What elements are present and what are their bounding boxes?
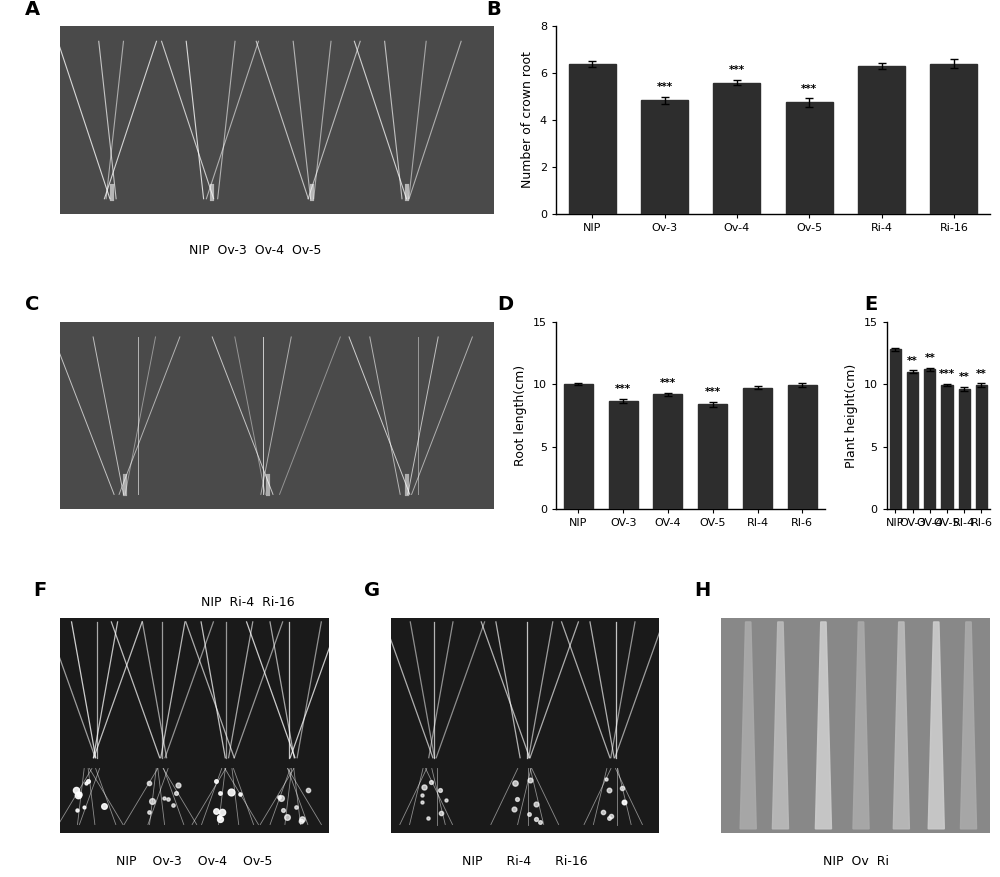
Text: **: ** — [976, 368, 987, 379]
Text: A: A — [25, 0, 40, 18]
Polygon shape — [928, 622, 944, 829]
Bar — [959, 389, 970, 510]
Bar — [653, 395, 682, 510]
Bar — [976, 385, 987, 510]
Text: D: D — [497, 296, 513, 315]
Text: NIP  Ri-4  Ri-16: NIP Ri-4 Ri-16 — [201, 595, 295, 609]
Polygon shape — [815, 622, 831, 829]
Text: ***: *** — [615, 384, 631, 394]
Y-axis label: Root length(cm): Root length(cm) — [514, 365, 527, 467]
Bar — [609, 401, 638, 510]
Bar — [713, 82, 760, 214]
Y-axis label: Number of crown root: Number of crown root — [521, 52, 534, 189]
Bar — [698, 404, 727, 510]
Polygon shape — [853, 622, 869, 829]
Text: ***: *** — [660, 378, 676, 388]
Bar — [941, 385, 953, 510]
Text: ***: *** — [656, 82, 673, 92]
Text: ***: *** — [801, 83, 817, 94]
Bar — [564, 384, 593, 510]
Polygon shape — [772, 622, 788, 829]
Text: ***: *** — [729, 65, 745, 75]
Bar — [743, 388, 772, 510]
Bar — [924, 369, 935, 510]
Bar — [788, 385, 817, 510]
Text: ***: *** — [705, 388, 721, 397]
Polygon shape — [740, 622, 756, 829]
Bar — [907, 372, 918, 510]
Bar — [641, 100, 688, 214]
Text: **: ** — [959, 372, 970, 382]
Text: ***: *** — [939, 369, 955, 379]
Y-axis label: Plant height(cm): Plant height(cm) — [845, 364, 858, 467]
Bar — [569, 64, 616, 214]
Text: NIP      Ri-4      Ri-16: NIP Ri-4 Ri-16 — [462, 855, 588, 868]
Text: F: F — [33, 581, 46, 601]
Text: NIP    Ov-3    Ov-4    Ov-5: NIP Ov-3 Ov-4 Ov-5 — [116, 855, 273, 868]
Text: **: ** — [924, 353, 935, 363]
Polygon shape — [960, 622, 977, 829]
Text: H: H — [694, 581, 711, 601]
Text: G: G — [364, 581, 380, 601]
Text: NIP  Ov-3  Ov-4  Ov-5: NIP Ov-3 Ov-4 Ov-5 — [189, 245, 321, 258]
Bar — [786, 103, 833, 214]
Text: NIP  Ov  Ri: NIP Ov Ri — [823, 855, 889, 868]
Text: C: C — [25, 296, 40, 315]
Polygon shape — [893, 622, 909, 829]
Text: B: B — [487, 0, 501, 18]
Bar — [890, 349, 901, 510]
Bar — [930, 64, 977, 214]
Bar — [858, 66, 905, 214]
Text: E: E — [864, 296, 877, 315]
Text: **: ** — [907, 356, 918, 366]
